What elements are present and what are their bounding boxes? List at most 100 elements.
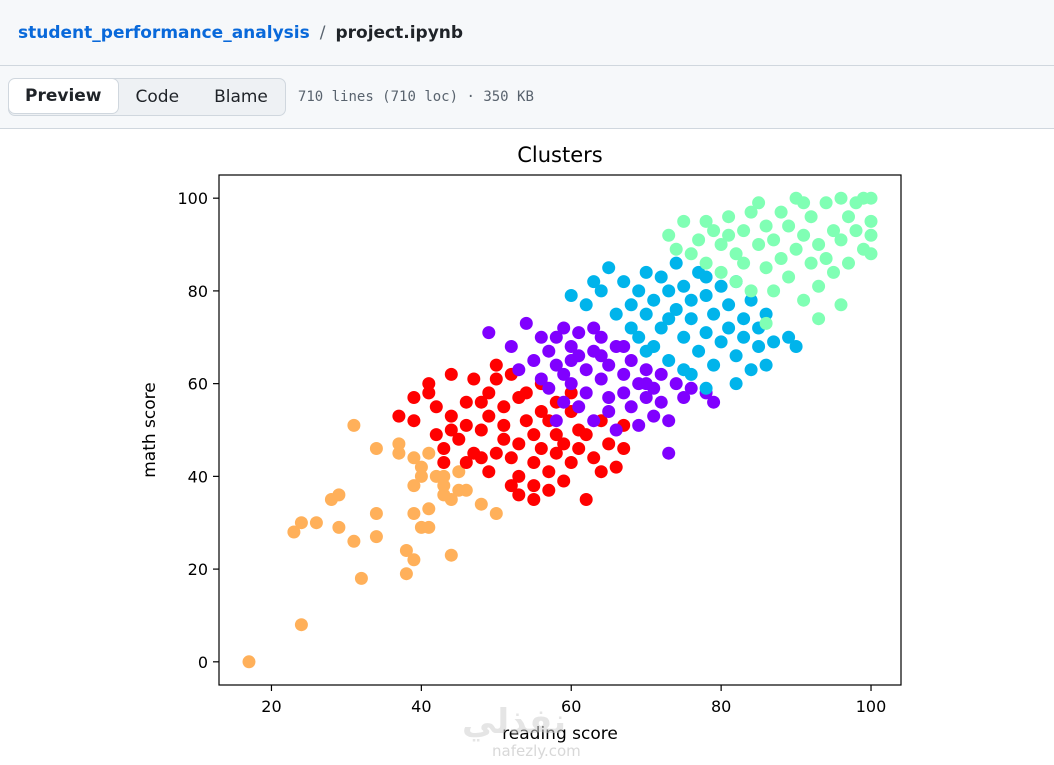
scatter-point-cluster-2	[594, 372, 608, 386]
scatter-point-cluster-1	[534, 405, 548, 418]
scatter-point-cluster-3	[737, 330, 751, 344]
scatter-point-cluster-4	[804, 210, 818, 224]
scatter-point-cluster-1	[437, 456, 451, 469]
scatter-point-cluster-1	[482, 409, 496, 423]
tab-blame[interactable]: Blame	[196, 79, 285, 115]
x-tick-label: 100	[856, 697, 887, 716]
scatter-point-cluster-1	[474, 423, 488, 437]
scatter-point-cluster-4	[729, 275, 743, 289]
scatter-point-cluster-1	[564, 456, 578, 469]
scatter-point-cluster-4	[699, 214, 713, 228]
scatter-point-cluster-2	[549, 414, 563, 428]
scatter-point-cluster-0	[392, 446, 406, 460]
scatter-point-cluster-4	[864, 191, 878, 205]
plot-frame	[218, 174, 902, 686]
scatter-point-cluster-0	[489, 507, 503, 520]
scatter-point-cluster-2	[504, 340, 518, 353]
scatter-point-cluster-4	[729, 247, 743, 261]
chart-title: Clusters	[517, 143, 602, 167]
scatter-point-cluster-3	[699, 289, 713, 302]
scatter-point-cluster-1	[609, 460, 623, 474]
scatter-point-cluster-1	[497, 432, 511, 446]
scatter-point-cluster-0	[242, 655, 256, 669]
scatter-point-cluster-2	[594, 349, 608, 363]
scatter-point-cluster-0	[444, 493, 458, 506]
y-tick-label: 40	[188, 467, 208, 486]
scatter-point-cluster-4	[699, 256, 713, 270]
scatter-point-cluster-4	[834, 191, 848, 205]
scatter-point-cluster-2	[602, 391, 616, 404]
scatter-point-cluster-1	[519, 414, 533, 428]
x-tick-label: 40	[411, 697, 431, 716]
scatter-point-cluster-0	[399, 567, 413, 581]
scatter-point-cluster-2	[519, 316, 533, 330]
breadcrumb-repo-link[interactable]: student_performance_analysis	[18, 22, 310, 43]
scatter-point-cluster-4	[819, 252, 833, 265]
scatter-point-cluster-4	[797, 228, 811, 242]
scatter-point-cluster-3	[624, 321, 638, 335]
scatter-point-cluster-1	[549, 446, 563, 460]
scatter-point-cluster-0	[287, 525, 301, 539]
scatter-point-cluster-1	[579, 493, 593, 506]
scatter-point-cluster-1	[579, 428, 593, 442]
tab-code[interactable]: Code	[118, 79, 197, 115]
scatter-point-cluster-3	[684, 312, 698, 326]
scatter-point-cluster-1	[534, 442, 548, 455]
scatter-point-cluster-4	[797, 293, 811, 307]
scatter-point-cluster-4	[737, 256, 751, 270]
scatter-point-cluster-4	[774, 252, 788, 265]
scatter-point-cluster-3	[729, 377, 743, 391]
x-tick-label: 60	[561, 697, 581, 716]
y-tick-label: 80	[188, 282, 208, 301]
scatter-point-cluster-3	[744, 293, 758, 307]
scatter-point-cluster-3	[737, 312, 751, 326]
scatter-point-cluster-1	[572, 442, 586, 455]
scatter-point-cluster-0	[354, 571, 368, 585]
scatter-point-cluster-4	[692, 233, 706, 247]
scatter-point-cluster-4	[849, 224, 863, 238]
scatter-point-cluster-2	[602, 405, 616, 418]
scatter-point-cluster-1	[459, 456, 473, 469]
scatter-point-cluster-4	[834, 298, 848, 312]
scatter-point-cluster-0	[332, 520, 346, 534]
scatter-point-cluster-2	[572, 326, 586, 340]
scatter-point-cluster-1	[527, 456, 541, 469]
scatter-point-cluster-3	[632, 284, 646, 298]
scatter-point-cluster-3	[707, 358, 721, 372]
scatter-point-cluster-2	[662, 414, 676, 428]
scatter-point-cluster-1	[512, 437, 526, 451]
scatter-point-cluster-1	[497, 418, 511, 432]
scatter-point-cluster-2	[564, 377, 578, 391]
scatter-point-cluster-0	[452, 465, 466, 479]
scatter-point-cluster-0	[444, 548, 458, 562]
scatter-point-cluster-0	[437, 479, 451, 493]
scatter-point-cluster-3	[564, 289, 578, 302]
scatter-point-cluster-2	[594, 330, 608, 344]
scatter-point-cluster-2	[602, 358, 616, 372]
scatter-point-cluster-4	[737, 224, 751, 238]
scatter-point-cluster-1	[429, 428, 443, 442]
scatter-point-cluster-1	[392, 409, 406, 423]
scatter-point-cluster-1	[527, 493, 541, 506]
scatter-point-cluster-3	[677, 279, 691, 293]
scatter-point-cluster-2	[639, 377, 653, 391]
scatter-point-cluster-4	[804, 256, 818, 270]
scatter-point-cluster-4	[812, 238, 826, 251]
scatter-point-cluster-2	[639, 363, 653, 377]
scatter-point-cluster-3	[699, 270, 713, 284]
scatter-point-cluster-4	[842, 256, 855, 270]
scatter-point-cluster-1	[407, 391, 421, 404]
scatter-point-cluster-1	[467, 372, 481, 386]
scatter-point-cluster-4	[767, 284, 781, 298]
scatter-point-cluster-1	[482, 386, 496, 400]
scatter-point-cluster-4	[789, 242, 803, 256]
scatter-point-cluster-1	[437, 442, 451, 455]
scatter-point-cluster-4	[714, 265, 728, 279]
scatter-point-cluster-3	[602, 261, 616, 275]
scatter-point-cluster-1	[444, 423, 458, 437]
scatter-point-cluster-2	[609, 423, 623, 437]
scatter-point-cluster-3	[684, 367, 698, 381]
scatter-chart: Clusters 20 40 60 80 100 0 20 40 60 80 100 reading…	[140, 143, 902, 744]
scatter-point-cluster-0	[414, 469, 428, 483]
tab-preview[interactable]: Preview	[8, 79, 119, 114]
